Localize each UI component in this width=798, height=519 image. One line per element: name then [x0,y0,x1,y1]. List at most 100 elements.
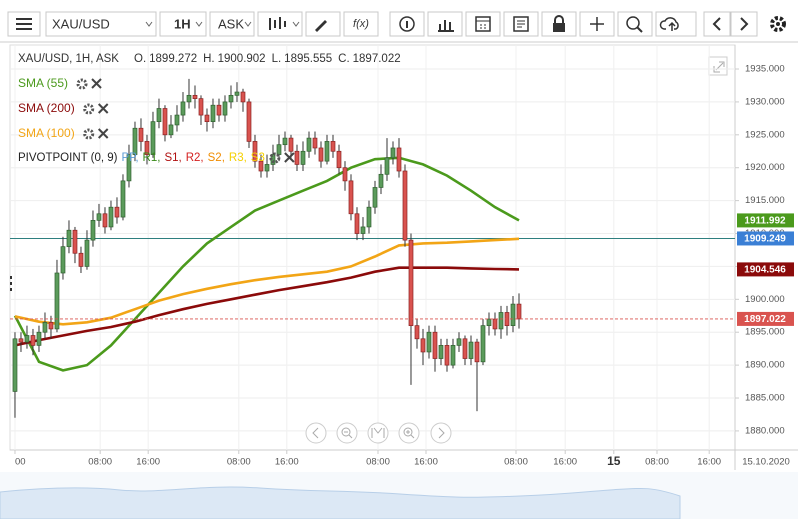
toolbar: XAU/USD 1H ASK f(x) [0,0,798,43]
interval-text: 1H [174,16,191,31]
candle-body [456,338,462,346]
icon [399,16,415,32]
x-tick-label: 16:00 [414,457,438,468]
candle-body [78,252,84,267]
share-button[interactable] [655,11,697,37]
candle-body [396,147,402,172]
candle-body [12,338,18,392]
icon [740,17,749,31]
candle-body [486,318,492,326]
pivot-line-label: S1, [164,152,181,164]
candle-body [306,137,312,152]
lines-layer [10,156,735,372]
settings-icon[interactable] [269,152,281,164]
remove-icon[interactable] [91,78,102,89]
candle-body [90,220,96,241]
symbol-input[interactable]: XAU/USD [45,11,157,37]
menu-button[interactable] [7,11,41,37]
zoom-button[interactable] [617,11,653,37]
settings-button[interactable] [770,16,786,32]
y-tick-label: 1895.000 [745,327,785,338]
price-type-select[interactable]: ASK [209,11,255,37]
scroll-right[interactable] [430,422,452,444]
icon [553,23,565,32]
x-tick-label: 08:00 [645,457,669,468]
remove-icon[interactable] [97,103,109,114]
pivot-line-label: R2, [186,152,204,164]
price-label-bg [737,231,794,246]
remove-icon[interactable] [284,152,295,163]
icon [344,431,353,439]
icon [406,430,415,439]
menu-icon [16,18,32,30]
remove-icon[interactable] [97,128,109,139]
price-label: 1909.249 [744,234,786,245]
forward-button[interactable] [730,11,758,37]
zoom-out[interactable] [336,422,358,444]
candle-body [414,325,420,340]
reset-zoom[interactable] [367,422,389,444]
settings-icon[interactable] [83,103,95,115]
news-button[interactable] [503,11,539,37]
legend-entry: SMA (55) [18,76,68,90]
candle-body [174,114,180,126]
icon [371,427,385,438]
candle-body [444,345,450,366]
candle-body [426,331,432,353]
candle-body [282,137,288,146]
crosshair-button[interactable] [579,11,615,37]
candle-body [312,137,318,149]
zoom-in[interactable] [398,422,420,444]
x-tick-label: 16:00 [275,457,299,468]
candle-body [72,229,78,254]
indicators-button[interactable]: f(x) [343,11,379,37]
price-label-bg [737,213,794,228]
interval-select[interactable]: 1H [159,11,207,37]
candle-body [42,321,48,333]
candle-body [48,321,54,330]
candle-body [300,150,306,165]
chart-type-button[interactable] [257,11,303,37]
info-button[interactable] [389,11,425,37]
candle-body [24,335,30,343]
expand-button[interactable] [708,56,728,76]
y-tick-label: 1930.000 [745,96,785,107]
symbol-text: XAU/USD [52,16,110,31]
candle-body [378,173,384,188]
candle-body [192,94,198,99]
legend-title: XAU/USD, 1H, ASK [18,53,119,65]
back-button[interactable] [703,11,731,37]
candle-body [180,101,186,116]
pivot-line-label: S2, [208,152,225,164]
settings-icon[interactable] [83,128,95,140]
candle-body [216,104,222,116]
candle-body [330,141,336,152]
lock-button[interactable] [541,11,577,37]
candle-body [366,206,372,228]
draw-button[interactable] [305,11,341,37]
settings-icon[interactable] [76,78,88,90]
candle-body [258,160,264,172]
candle-body [462,338,468,359]
candle-body [498,312,504,330]
x-tick-label: 15 [607,454,621,468]
volume-button[interactable] [427,11,463,37]
candle-body [390,147,396,159]
button-frame [730,11,758,37]
price-label-bg [737,262,794,277]
control-circle [336,422,358,444]
candle-body [204,114,210,123]
candle-body [132,127,138,155]
y-tick-label: 1880.000 [745,425,785,436]
pivot-line-label: R3, [229,152,247,164]
control-circle [305,422,327,444]
labels-layer: 1935.000 1930.000 1925.000 1920.000 1915.000… [15,53,794,468]
candle-body [264,164,270,172]
calendar-button[interactable] [465,11,501,37]
x-tick-label: 16:00 [697,457,721,468]
sma-line [14,237,520,326]
scroll-left[interactable] [305,422,327,444]
candle-body [186,94,192,103]
candle-body [66,229,72,248]
